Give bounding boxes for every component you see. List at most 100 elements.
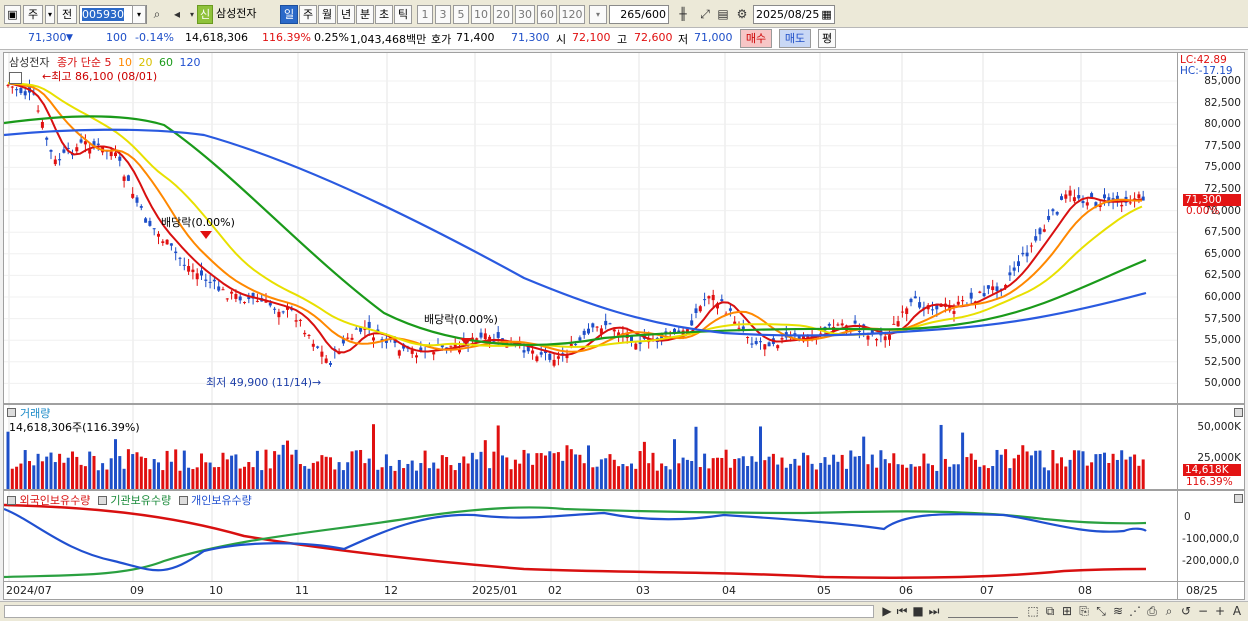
unit-week-button[interactable]: 주: [299, 5, 317, 24]
period-prefix-button[interactable]: 주: [23, 5, 43, 24]
font-size-icon[interactable]: A: [1232, 604, 1242, 618]
zoom-out-icon[interactable]: −: [1197, 604, 1209, 618]
unit-day-button[interactable]: 일: [280, 5, 298, 24]
unit-minute-button[interactable]: 분: [356, 5, 374, 24]
save-icon[interactable]: ▤: [717, 7, 729, 21]
volume-bar: [178, 470, 182, 489]
sell-button[interactable]: 매도: [779, 29, 811, 48]
volume-bar: [789, 463, 793, 489]
period-dropdown-arrow-icon[interactable]: ▾: [45, 5, 55, 24]
candle-body: [690, 320, 694, 326]
candle-body: [367, 321, 371, 328]
volume-bar: [294, 449, 298, 489]
copy-icon[interactable]: ⎘: [1079, 604, 1089, 618]
price-chart-panel[interactable]: 삼성전자 종가 단순 5 10 20 60 120 ←최고 86,100 (08…: [3, 52, 1178, 404]
candle-body: [92, 141, 96, 147]
layout-icon[interactable]: ⊞: [1061, 604, 1073, 618]
interval-30-button[interactable]: 30: [515, 5, 535, 24]
volume-bar: [350, 451, 354, 489]
speaker-icon[interactable]: ◂: [173, 7, 181, 21]
volume-bar: [1141, 459, 1145, 489]
unit-year-button[interactable]: 년: [337, 5, 355, 24]
drawing-tool-icon[interactable]: ⤢: [700, 7, 710, 21]
volume-bar: [1115, 459, 1119, 489]
table-toggle-icon[interactable]: [9, 72, 22, 84]
price-tick-label: 70,000: [1204, 204, 1241, 217]
volume-chart-panel[interactable]: 거래량 14,618,306주(116.39%): [3, 404, 1178, 490]
price-tick-label: 75,000: [1204, 161, 1241, 174]
ma-20-line: [7, 82, 1143, 348]
current-price: 71,300: [28, 31, 67, 44]
interval-20-button[interactable]: 20: [493, 5, 513, 24]
average-button[interactable]: 평: [818, 29, 836, 48]
search-icon[interactable]: ⌕: [153, 7, 161, 21]
buy-button[interactable]: 매수: [740, 29, 772, 48]
lc-value: LC:42.89: [1180, 54, 1227, 66]
volume-bar: [630, 463, 633, 489]
holdings-chart-panel[interactable]: 외국인보유수량 기관보유수량 개인보유수량: [3, 490, 1178, 582]
select-icon[interactable]: ⬚: [1027, 604, 1039, 618]
overlay-icon[interactable]: ⧉: [1045, 604, 1055, 618]
candle-body: [40, 122, 44, 128]
speaker-dropdown-icon[interactable]: ▾: [189, 10, 194, 19]
volume-bar: [612, 459, 616, 489]
volume-bar: [870, 454, 874, 489]
trendline-icon[interactable]: ⤡: [1096, 604, 1106, 618]
candle-body: [449, 345, 453, 347]
interval-3-button[interactable]: 3: [435, 5, 451, 24]
volume-bar: [458, 462, 461, 489]
volume-bar: [948, 466, 952, 489]
interval-5-button[interactable]: 5: [453, 5, 469, 24]
interval-dropdown-arrow-icon[interactable]: ▾: [589, 5, 607, 24]
rewind-icon[interactable]: ⏮: [896, 604, 908, 618]
individual-toggle-icon[interactable]: [178, 496, 188, 505]
stop-icon[interactable]: ■: [912, 604, 924, 618]
zoom-in-icon[interactable]: +: [1214, 604, 1226, 618]
zoom-slider[interactable]: [948, 605, 1018, 618]
stock-code-input[interactable]: 005930: [79, 5, 147, 24]
volume-bar: [427, 468, 431, 489]
foreign-toggle-icon[interactable]: [7, 496, 16, 505]
volume-bar: [32, 465, 36, 489]
chart-window-icon[interactable]: ▣: [4, 5, 21, 24]
period-mode-button[interactable]: 전: [57, 5, 77, 24]
candle-body: [268, 302, 272, 306]
image-save-icon[interactable]: ⎙: [1147, 604, 1157, 618]
volume-panel-close-icon[interactable]: [1234, 408, 1243, 417]
code-dropdown-arrow-icon[interactable]: ▾: [132, 5, 146, 24]
volume-bar: [1004, 449, 1008, 489]
date-input[interactable]: 2025/08/25 ▦: [753, 5, 835, 24]
volume-panel-toggle-icon[interactable]: [7, 408, 16, 417]
candle-body: [1103, 194, 1106, 199]
horizontal-scrollbar[interactable]: [4, 605, 874, 618]
interval-60-button[interactable]: 60: [537, 5, 557, 24]
interval-10-button[interactable]: 10: [471, 5, 491, 24]
unit-tick-button[interactable]: 틱: [394, 5, 412, 24]
fast-forward-icon[interactable]: ⏭: [928, 604, 940, 618]
unit-month-button[interactable]: 월: [318, 5, 336, 24]
unit-second-button[interactable]: 초: [375, 5, 393, 24]
volume-bar: [737, 458, 741, 489]
calendar-icon[interactable]: ▦: [821, 8, 832, 21]
fibonacci-icon[interactable]: ≋: [1112, 604, 1124, 618]
interval-1-button[interactable]: 1: [417, 5, 433, 24]
candle-type-icon[interactable]: ╫: [679, 7, 687, 21]
scroll-right-icon[interactable]: ▶: [882, 604, 892, 618]
restore-icon[interactable]: ↺: [1180, 604, 1192, 618]
volume-axis: 50,000K 25,000K 14,618K 116.39%: [1178, 404, 1245, 490]
institution-toggle-icon[interactable]: [97, 496, 107, 505]
volume-bar: [36, 453, 40, 489]
candle-body: [483, 333, 487, 340]
volume-bar: [101, 463, 105, 489]
volume-bar: [1008, 468, 1012, 489]
candle-body: [195, 273, 199, 280]
candle-body: [634, 343, 638, 350]
candle-body: [660, 334, 664, 341]
interval-120-button[interactable]: 120: [559, 5, 585, 24]
candle-body: [591, 323, 595, 328]
settings-gear-icon[interactable]: ⚙: [736, 7, 748, 21]
display-count-input[interactable]: 265/600: [609, 5, 669, 24]
search-small-icon[interactable]: ⌕: [1165, 604, 1173, 618]
pattern-icon[interactable]: ⋰: [1129, 604, 1141, 618]
holdings-panel-close-icon[interactable]: [1234, 494, 1243, 503]
